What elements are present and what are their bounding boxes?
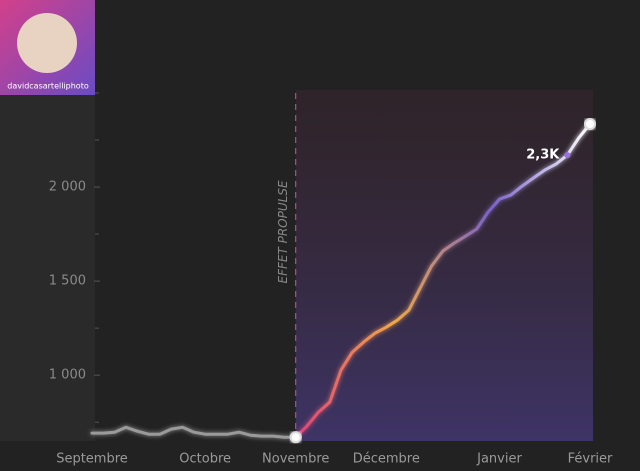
y-tick-label: 2 000 — [49, 180, 86, 195]
x-tick-label: Septembre — [56, 452, 128, 467]
point-marker — [564, 152, 571, 159]
annotation: 2,3K — [526, 148, 560, 163]
highlight-area — [295, 90, 593, 441]
point-marker — [584, 118, 596, 131]
x-tick-label: Février — [568, 452, 613, 467]
marker-label: EFFET PROPULSE — [276, 180, 290, 283]
y-tick-label: 1 000 — [49, 368, 86, 383]
avatar — [17, 13, 77, 73]
point-marker — [289, 431, 302, 444]
x-tick-label: Janvier — [476, 452, 522, 467]
username: davidcasartelliphoto — [7, 82, 89, 91]
x-tick-label: Novembre — [262, 452, 329, 467]
x-tick-label: Octobre — [179, 452, 231, 467]
y-tick-label: 1 500 — [49, 274, 86, 289]
line — [90, 122, 592, 439]
x-tick-label: Décembre — [353, 452, 420, 467]
